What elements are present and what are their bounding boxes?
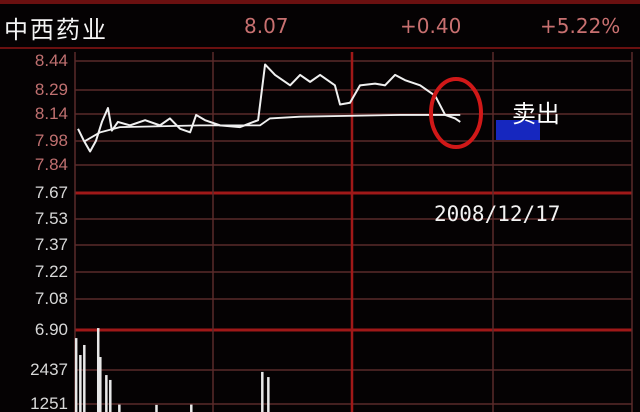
top-border xyxy=(0,0,640,4)
stock-name: 中西药业 xyxy=(4,16,108,44)
y-tick-label: 7.08 xyxy=(34,289,68,308)
price-change-percent: +5.22% xyxy=(540,14,621,38)
average-price-line xyxy=(84,114,461,142)
volume-tick-label: 1251 xyxy=(30,394,68,412)
volume-bar xyxy=(96,328,100,412)
volume-bar xyxy=(267,377,270,412)
volume-tick-label: 2437 xyxy=(30,360,68,379)
price-line xyxy=(77,63,461,153)
volume-bar xyxy=(190,404,193,412)
volume-bar xyxy=(155,404,158,412)
y-tick-label: 8.44 xyxy=(34,51,68,70)
sell-label: 卖出 xyxy=(512,100,560,128)
volume-bar xyxy=(74,338,78,412)
y-tick-label: 7.98 xyxy=(34,131,68,150)
y-tick-label: 7.37 xyxy=(34,235,68,254)
date-label: 2008/12/17 xyxy=(434,202,561,226)
y-tick-label: 7.67 xyxy=(34,183,68,202)
volume-bar xyxy=(79,355,82,412)
y-tick-label: 7.84 xyxy=(34,155,68,174)
volume-bar xyxy=(109,379,112,412)
highlight-circle xyxy=(429,77,483,149)
volume-bar xyxy=(261,371,264,412)
volume-bar xyxy=(99,357,102,412)
volume-bar xyxy=(118,404,121,412)
current-price: 8.07 xyxy=(244,14,289,38)
y-tick-label: 7.53 xyxy=(34,209,68,228)
sell-marker xyxy=(496,120,540,140)
y-tick-label: 8.14 xyxy=(34,104,68,123)
y-tick-label: 6.90 xyxy=(34,320,68,339)
y-tick-label: 7.22 xyxy=(34,262,68,281)
y-tick-label: 8.29 xyxy=(34,80,68,99)
price-change: +0.40 xyxy=(400,14,462,38)
volume-bar xyxy=(105,375,108,412)
volume-bar xyxy=(83,344,86,412)
